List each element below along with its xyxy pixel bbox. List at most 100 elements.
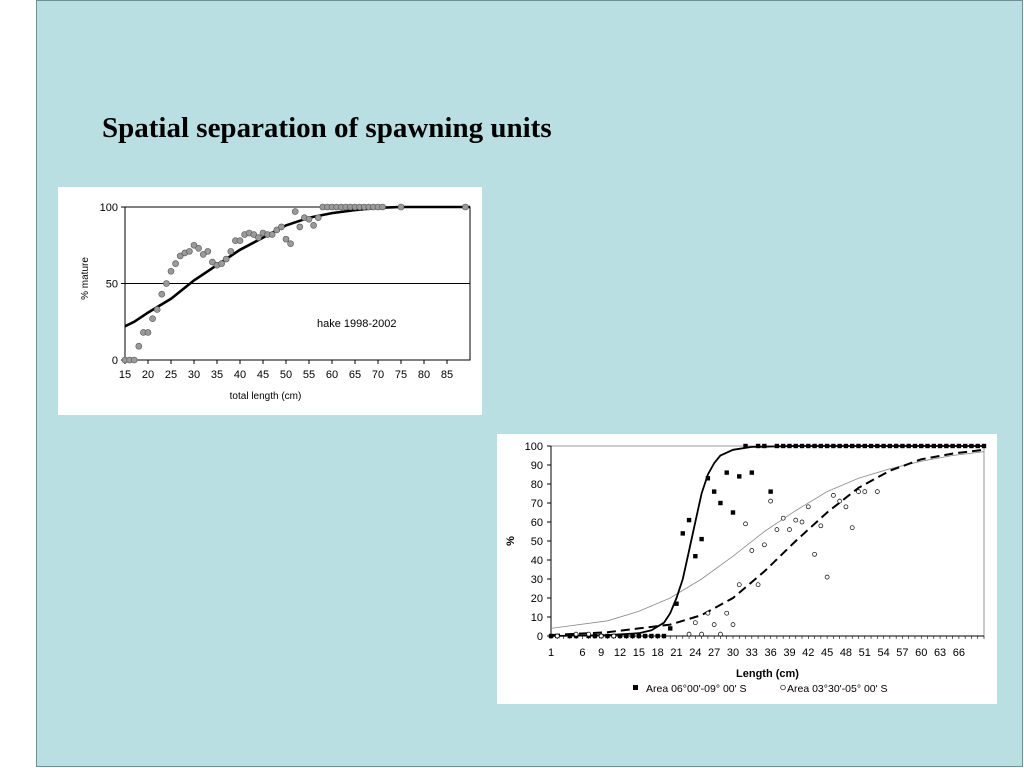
- square-data-point: [950, 443, 955, 449]
- square-data-point: [548, 633, 554, 639]
- circle-data-point: [805, 504, 811, 510]
- circle-data-point: [686, 631, 692, 637]
- x-tick-label: 30: [188, 369, 200, 381]
- data-point: [167, 267, 175, 275]
- x-tick-label: 35: [211, 369, 223, 381]
- square-data-point: [661, 633, 667, 639]
- circle-data-point: [793, 517, 799, 523]
- square-data-point: [806, 443, 811, 449]
- x-tick-label: 9: [598, 647, 604, 659]
- data-point: [227, 248, 235, 255]
- square-data-point: [642, 633, 648, 639]
- data-point: [268, 231, 276, 238]
- x-tick-label: 45: [257, 369, 269, 381]
- legend-label-area-north: Area 06°00'-09° 00' S: [646, 683, 747, 695]
- circle-data-point: [799, 519, 805, 525]
- square-data-point: [975, 443, 980, 449]
- square-data-point: [680, 531, 685, 536]
- square-data-point: [962, 443, 968, 449]
- data-point: [144, 329, 152, 336]
- square-data-point: [799, 443, 805, 449]
- circle-data-point: [705, 610, 711, 616]
- square-data-point: [774, 443, 780, 449]
- x-tick-label: 65: [349, 369, 361, 381]
- y-tick-label: 80: [531, 479, 543, 491]
- square-data-point: [636, 633, 642, 639]
- legend-square-marker: [633, 685, 638, 690]
- square-data-point: [605, 633, 610, 639]
- square-data-point: [931, 443, 936, 449]
- square-data-point: [668, 626, 673, 631]
- x-tick-label: 39: [783, 647, 795, 659]
- data-point: [397, 203, 405, 211]
- data-point: [153, 306, 161, 313]
- square-data-point: [944, 443, 949, 449]
- data-point: [250, 231, 258, 238]
- x-tick-label: 57: [896, 647, 908, 659]
- x-tick-label: 40: [234, 369, 246, 381]
- circle-data-point: [598, 633, 604, 639]
- x-tick-label: 24: [689, 647, 701, 659]
- square-data-point: [912, 443, 918, 449]
- x-tick-label: 63: [934, 647, 946, 659]
- circle-data-point: [824, 574, 830, 580]
- x-tick-label: 54: [877, 647, 889, 659]
- chart-annotation: hake 1998-2002: [317, 318, 397, 330]
- hake-maturity-chart-panel: 0 50 100 15 20 25 30 35 40 45 50 55 60 65 70 75 80 85 tota…: [58, 187, 482, 415]
- circle-data-point: [718, 631, 723, 637]
- square-data-point: [755, 443, 761, 449]
- square-data-point: [812, 443, 817, 449]
- circle-data-point: [812, 551, 817, 557]
- area-maturity-chart-panel: 0 10 20 30 40 50 60 70 80 90 100 1 6 9 12 15 18 21 24 27 30 3…: [497, 434, 997, 704]
- data-point: [135, 342, 143, 350]
- area-maturity-chart: 0 10 20 30 40 50 60 70 80 90 100 1 6 9 12 15 18 21 24 27 30 3…: [505, 441, 987, 695]
- data-point: [278, 223, 285, 231]
- y-tick-label: 20: [531, 593, 543, 605]
- data-point: [379, 203, 386, 211]
- square-data-point: [956, 443, 962, 449]
- x-tick-label: 6: [579, 647, 585, 659]
- data-point: [462, 203, 469, 211]
- data-point: [305, 215, 313, 223]
- data-point: [204, 248, 212, 255]
- circle-data-point: [874, 489, 880, 494]
- square-data-point: [824, 443, 830, 449]
- square-data-point: [749, 470, 755, 475]
- square-data-point: [843, 443, 849, 449]
- data-point: [255, 234, 262, 241]
- circle-data-point: [837, 498, 843, 504]
- square-data-point: [711, 489, 717, 494]
- x-tick-label: 60: [326, 369, 338, 381]
- y-axis-label: %: [505, 536, 517, 546]
- legend-circle-marker: [780, 684, 786, 691]
- x-tick-label: 21: [670, 647, 682, 659]
- square-data-point: [793, 443, 798, 449]
- x-tick-label: 18: [652, 647, 664, 659]
- square-data-point: [868, 443, 874, 449]
- slide-title: Spatial separation of spawning units: [102, 112, 552, 144]
- y-tick-label: 0: [112, 355, 118, 367]
- data-point: [209, 258, 216, 266]
- square-data-point: [617, 633, 623, 639]
- data-point: [218, 260, 225, 267]
- circle-data-point: [573, 631, 579, 637]
- square-data-point: [875, 443, 880, 449]
- square-data-point: [630, 633, 635, 639]
- square-data-point: [592, 633, 598, 639]
- x-axis-label: Length (cm): [736, 668, 799, 680]
- x-tick-label: 66: [953, 647, 965, 659]
- circle-data-point: [749, 548, 755, 553]
- data-point: [199, 251, 207, 258]
- x-tick-label: 70: [372, 369, 384, 381]
- y-tick-label: 90: [531, 460, 543, 472]
- data-point: [282, 235, 290, 243]
- x-tick-label: 80: [418, 369, 430, 381]
- data-point: [296, 223, 304, 231]
- square-data-point: [624, 633, 629, 639]
- x-tick-label: 27: [708, 647, 720, 659]
- square-data-point: [937, 443, 943, 449]
- data-point: [149, 315, 156, 322]
- circle-data-point: [743, 521, 748, 527]
- x-tick-label: 15: [119, 369, 131, 381]
- x-axis-label: total length (cm): [230, 391, 302, 402]
